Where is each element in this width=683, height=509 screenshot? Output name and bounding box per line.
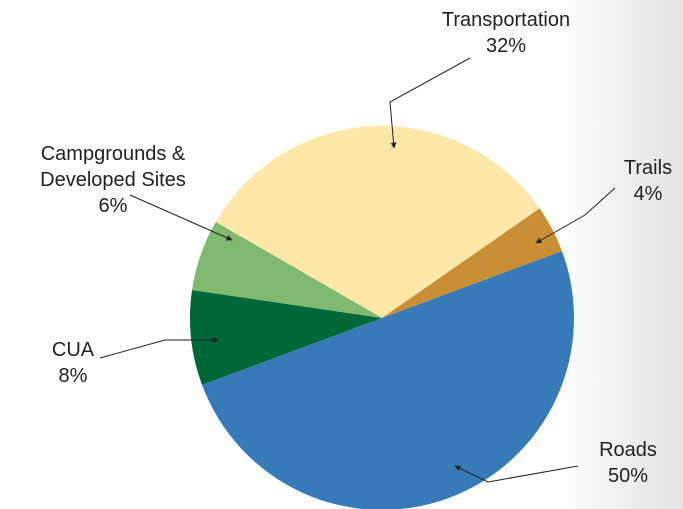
slice-label: Trails 4%	[608, 155, 683, 207]
leader-line	[454, 465, 579, 483]
value-label: 6%	[98, 195, 128, 217]
leader-line	[129, 194, 233, 241]
slice-label: Roads 50%	[578, 437, 678, 489]
pie-slice	[189, 289, 382, 385]
category-label: Roads	[599, 439, 657, 461]
category-label: Trails	[623, 157, 673, 179]
slice-label: Transportation 32%	[406, 7, 606, 59]
category-label: CUA	[51, 339, 95, 361]
leader-line	[535, 187, 616, 244]
value-label: 50%	[607, 465, 649, 487]
pie-slice	[192, 222, 382, 318]
value-label: 32%	[485, 35, 527, 57]
slice-label: CUA 8%	[33, 337, 113, 389]
value-label: 4%	[633, 183, 663, 205]
pie-slice	[202, 251, 575, 509]
leader-line	[389, 57, 471, 149]
pie-slice	[382, 208, 562, 318]
pie-slice	[215, 126, 540, 318]
leader-line	[99, 337, 219, 359]
leader-lines	[99, 57, 616, 483]
value-label: 8%	[58, 365, 88, 387]
category-label: Campgrounds & Developed Sites	[40, 143, 186, 191]
slice-label: Campgrounds & Developed Sites 6%	[18, 141, 208, 219]
slices	[189, 126, 575, 509]
category-label: Transportation	[441, 9, 571, 31]
